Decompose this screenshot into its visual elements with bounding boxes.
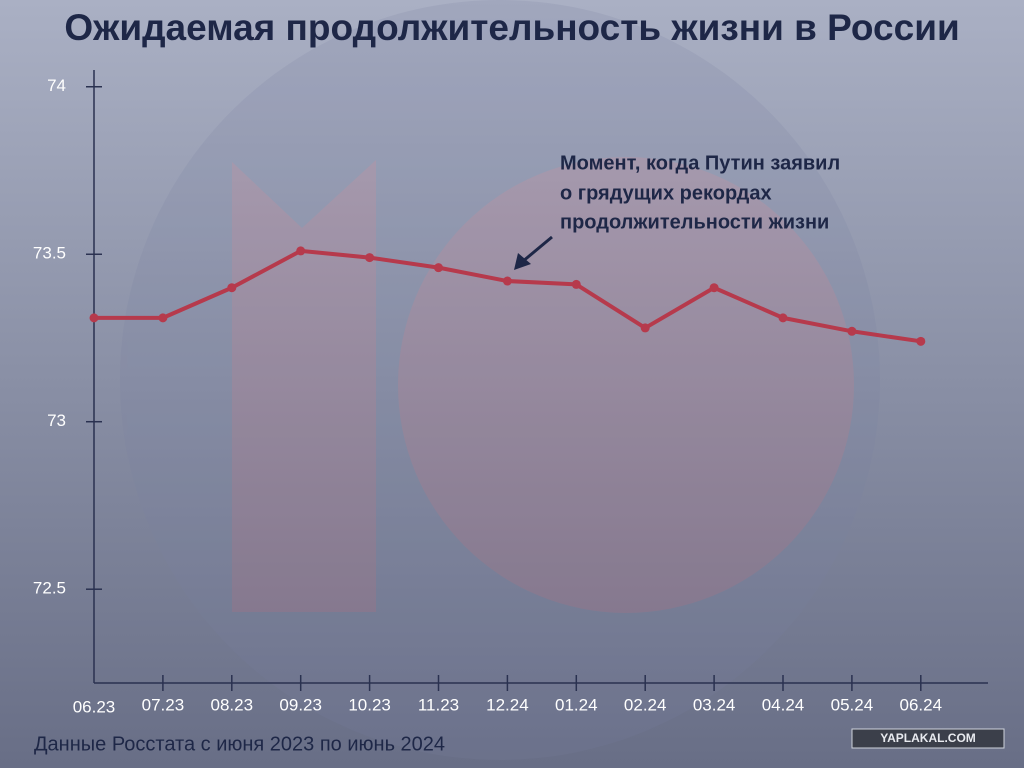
y-tick-label: 74 (47, 76, 66, 95)
point (434, 263, 443, 273)
point (365, 253, 375, 263)
x-tick-label: 12.24 (486, 695, 529, 714)
chart-title: Ожидаемая продолжительность жизни в Росс… (64, 7, 959, 48)
point (778, 313, 788, 323)
point (158, 313, 168, 323)
x-tick-label: 08.23 (211, 695, 254, 714)
annotation-line: Момент, когда Путин заявил (560, 152, 840, 174)
x-tick-label: 09.23 (279, 695, 322, 714)
x-tick-label: 04.24 (762, 695, 805, 714)
point (916, 336, 926, 346)
logo-watermark (120, 0, 880, 760)
watermark-box (851, 728, 1005, 749)
y-tick-label: 73 (47, 411, 66, 430)
point (227, 283, 237, 293)
x-tick-label: 06.24 (900, 695, 943, 714)
x-tick-label: 03.24 (693, 695, 736, 714)
x-tick-label: 07.23 (142, 695, 185, 714)
x-tick-label: 11.23 (418, 695, 459, 714)
annotation-line: продолжительности жизни (560, 211, 829, 233)
y-tick-label: 73.5 (33, 244, 66, 263)
point (847, 326, 857, 336)
point (571, 279, 581, 289)
point (640, 323, 650, 333)
annotation-line: о грядущих рекордах (560, 182, 772, 204)
point (502, 276, 512, 286)
point (89, 313, 99, 323)
x-tick-label: 05.24 (831, 695, 874, 714)
annotation-arrowhead (514, 253, 531, 270)
source: Данные Росстата с июня 2023 по июнь 2024 (34, 733, 445, 755)
x-tick-label: 02.24 (624, 695, 667, 714)
point (296, 246, 306, 256)
annotation: Момент, когда Путин заявил о грядущих ре… (514, 152, 840, 270)
annotation-arrow (521, 235, 553, 264)
watermark: YAPLAKAL.COM (880, 731, 976, 745)
x-tick-label: 10.23 (348, 695, 391, 714)
x-tick-label: 06.23 (73, 697, 116, 716)
x-tick-label: 01.24 (555, 695, 598, 714)
point (709, 283, 719, 293)
y-tick-label: 72.5 (33, 579, 66, 598)
